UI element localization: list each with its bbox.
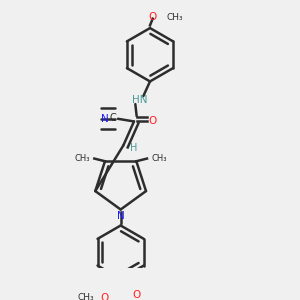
Text: CH₃: CH₃ [166, 13, 183, 22]
Text: CH₃: CH₃ [77, 293, 94, 300]
Text: C: C [110, 113, 117, 123]
Text: N: N [101, 114, 109, 124]
Text: CH₃: CH₃ [75, 154, 90, 163]
Text: O: O [100, 292, 109, 300]
Text: O: O [148, 12, 157, 22]
Text: O: O [133, 290, 141, 300]
Text: O: O [148, 116, 157, 127]
Text: HN: HN [132, 95, 147, 105]
Text: N: N [117, 211, 124, 221]
Text: CH₃: CH₃ [151, 154, 167, 163]
Text: H: H [130, 143, 137, 153]
